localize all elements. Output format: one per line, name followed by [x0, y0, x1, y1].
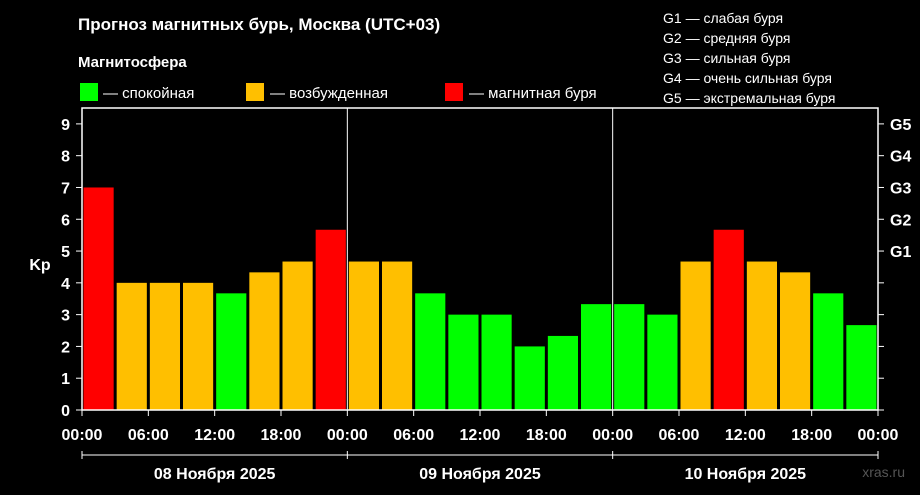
bar [813, 293, 844, 410]
bar [647, 314, 678, 410]
bar [282, 261, 313, 410]
bar [348, 261, 379, 410]
chart-title: Прогноз магнитных бурь, Москва (UTC+03) [78, 15, 440, 34]
g-scale-item: G2 — средняя буря [663, 30, 790, 46]
y-tick-label: 8 [61, 149, 70, 166]
g-scale-legend: G1 — слабая буря G2 — средняя буря G3 — … [663, 10, 836, 106]
bar [780, 272, 811, 410]
y-tick-label: 2 [61, 339, 70, 356]
plot-area: 0 1 2 3 4 5 6 7 8 9 G1 G2 G3 G4 G5 00:00 06:00 12:00 18:00… [61, 107, 911, 483]
y-tick-label: 9 [61, 117, 70, 134]
bar [382, 261, 413, 410]
g-scale-item: G1 — слабая буря [663, 10, 783, 26]
bar [547, 335, 578, 410]
x-tick-label: 18:00 [261, 427, 302, 444]
g-scale-item: G5 — экстремальная буря [663, 90, 836, 106]
x-tick-label: 00:00 [62, 427, 103, 444]
bar [746, 261, 777, 410]
y-tick-label: 0 [61, 403, 70, 420]
bar [713, 229, 744, 410]
x-tick-label: 06:00 [393, 427, 434, 444]
g-tick-label: G4 [890, 149, 911, 166]
legend: — спокойная — возбужденная — магнитная б… [80, 83, 597, 102]
bar [315, 229, 346, 410]
x-tick-label: 12:00 [194, 427, 235, 444]
legend-label-quiet: — спокойная [103, 85, 194, 102]
day-label: 10 Ноября 2025 [685, 466, 807, 483]
bar [680, 261, 711, 410]
bar [514, 346, 545, 410]
g-scale-item: G3 — сильная буря [663, 50, 791, 66]
bar [149, 282, 180, 410]
x-tick-label: 06:00 [659, 427, 700, 444]
y-tick-label: 1 [61, 371, 70, 388]
x-tick-label: 18:00 [526, 427, 567, 444]
legend-label-storm: — магнитная буря [469, 85, 597, 102]
bar [415, 293, 446, 410]
bar [183, 282, 214, 410]
g-tick-label: G1 [890, 244, 911, 261]
bar [581, 304, 612, 410]
x-tick-label: 18:00 [791, 427, 832, 444]
bar [83, 187, 114, 410]
g-tick-label: G5 [890, 117, 911, 134]
g-tick-label: G2 [890, 212, 911, 229]
x-tick-label: 12:00 [725, 427, 766, 444]
g-scale-item: G4 — очень сильная буря [663, 70, 832, 86]
bar [614, 304, 645, 410]
y-tick-label: 4 [61, 276, 70, 293]
day-label: 09 Ноября 2025 [419, 466, 541, 483]
bar [116, 282, 147, 410]
bar [846, 325, 877, 410]
bar [249, 272, 280, 410]
x-tick-label: 00:00 [858, 427, 899, 444]
bar [448, 314, 479, 410]
watermark: xras.ru [862, 464, 905, 480]
x-tick-label: 06:00 [128, 427, 169, 444]
y-tick-label: 5 [61, 244, 70, 261]
y-tick-label: 7 [61, 180, 70, 197]
y-tick-label: 6 [61, 212, 70, 229]
legend-swatch-quiet [80, 83, 98, 101]
y-axis-label: Kp [29, 257, 51, 274]
legend-swatch-excited [246, 83, 264, 101]
bar [216, 293, 247, 410]
x-tick-label: 12:00 [460, 427, 501, 444]
legend-label-excited: — возбужденная [270, 85, 388, 102]
y-tick-label: 3 [61, 308, 70, 325]
x-tick-label: 00:00 [327, 427, 368, 444]
day-label: 08 Ноября 2025 [154, 466, 276, 483]
magnetosphere-title: Магнитосфера [78, 54, 187, 71]
legend-swatch-storm [445, 83, 463, 101]
g-tick-label: G3 [890, 180, 911, 197]
x-tick-label: 00:00 [592, 427, 633, 444]
bar [481, 314, 512, 410]
